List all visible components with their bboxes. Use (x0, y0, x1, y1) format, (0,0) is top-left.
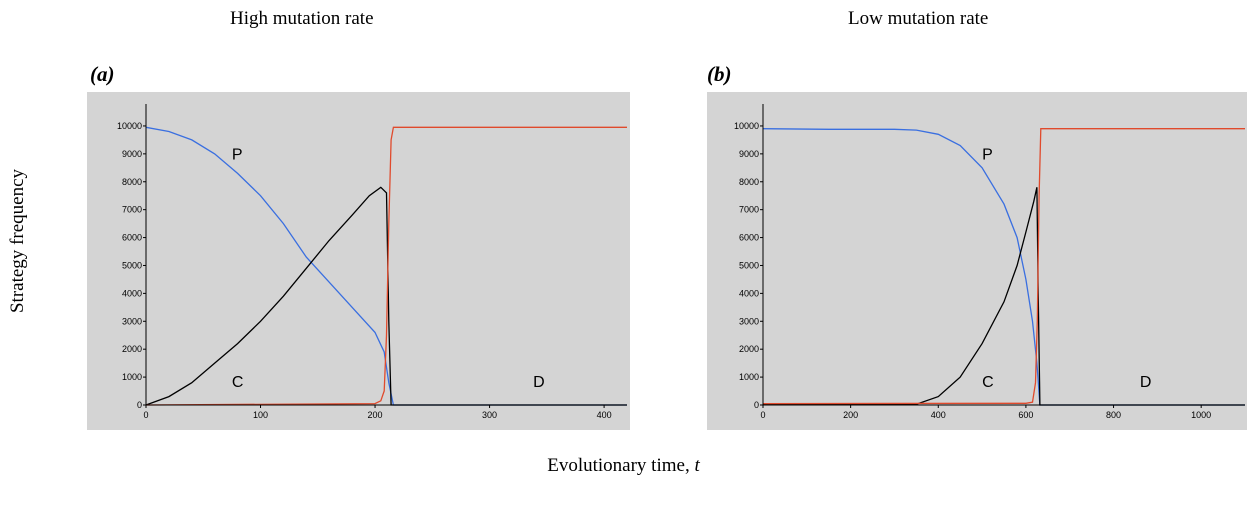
panel-a-chart: 0100020003000400050006000700080009000100… (87, 92, 630, 430)
y-tick-label: 7000 (122, 205, 142, 215)
y-tick-label: 5000 (122, 260, 142, 270)
x-tick-label: 1000 (1191, 410, 1211, 420)
column-title-high-mutation: High mutation rate (230, 8, 374, 29)
series-line-d (762, 128, 1245, 405)
y-tick-label: 3000 (122, 316, 142, 326)
plot-background (87, 92, 630, 430)
series-label-c: C (982, 374, 994, 391)
y-tick-label: 2000 (122, 344, 142, 354)
panel-b-chart: 0100020003000400050006000700080009000100… (707, 92, 1247, 430)
panel-a-label: (a) (90, 62, 115, 86)
x-tick-label: 600 (1018, 410, 1033, 420)
x-tick-label: 0 (760, 410, 765, 420)
y-tick-label: 10000 (117, 121, 142, 131)
series-line-p (145, 126, 627, 406)
x-tick-label: 800 (1106, 410, 1121, 420)
y-tick-label: 1000 (739, 372, 759, 382)
x-axis-label-text: Evolutionary time, (547, 455, 695, 476)
y-tick-label: 8000 (122, 177, 142, 187)
x-tick-label: 400 (931, 410, 946, 420)
series-label-p: P (982, 146, 993, 163)
y-tick-label: 10000 (734, 121, 759, 131)
y-tick-label: 6000 (122, 233, 142, 243)
y-tick-label: 4000 (739, 288, 759, 298)
column-title-low-mutation: Low mutation rate (848, 8, 989, 29)
y-tick-label: 9000 (739, 149, 759, 159)
y-tick-label: 3000 (739, 316, 759, 326)
y-tick-label: 0 (754, 400, 759, 410)
y-tick-label: 6000 (739, 233, 759, 243)
x-tick-label: 200 (368, 410, 383, 420)
series-label-d: D (533, 374, 545, 391)
x-axis-label: Evolutionary time, t (0, 455, 1247, 477)
x-tick-label: 0 (143, 410, 148, 420)
y-tick-label: 7000 (739, 205, 759, 215)
plot-background (707, 92, 1247, 430)
y-axis-label: Strategy frequency (7, 168, 28, 314)
y-tick-label: 9000 (122, 149, 142, 159)
series-label-d: D (1140, 374, 1152, 391)
x-axis-label-variable: t (694, 455, 700, 476)
x-tick-label: 200 (843, 410, 858, 420)
y-tick-label: 8000 (739, 177, 759, 187)
x-tick-label: 300 (482, 410, 497, 420)
y-tick-label: 0 (137, 400, 142, 410)
x-tick-label: 100 (253, 410, 268, 420)
series-label-p: P (232, 146, 243, 163)
panel-b-label: (b) (707, 62, 732, 86)
series-line-d (145, 126, 627, 406)
y-tick-label: 5000 (739, 260, 759, 270)
y-tick-label: 1000 (122, 372, 142, 382)
series-label-c: C (232, 374, 244, 391)
y-tick-label: 2000 (739, 344, 759, 354)
x-tick-label: 400 (597, 410, 612, 420)
y-tick-label: 4000 (122, 288, 142, 298)
